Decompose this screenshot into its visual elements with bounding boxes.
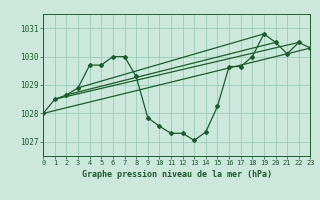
X-axis label: Graphe pression niveau de la mer (hPa): Graphe pression niveau de la mer (hPa): [82, 170, 272, 179]
